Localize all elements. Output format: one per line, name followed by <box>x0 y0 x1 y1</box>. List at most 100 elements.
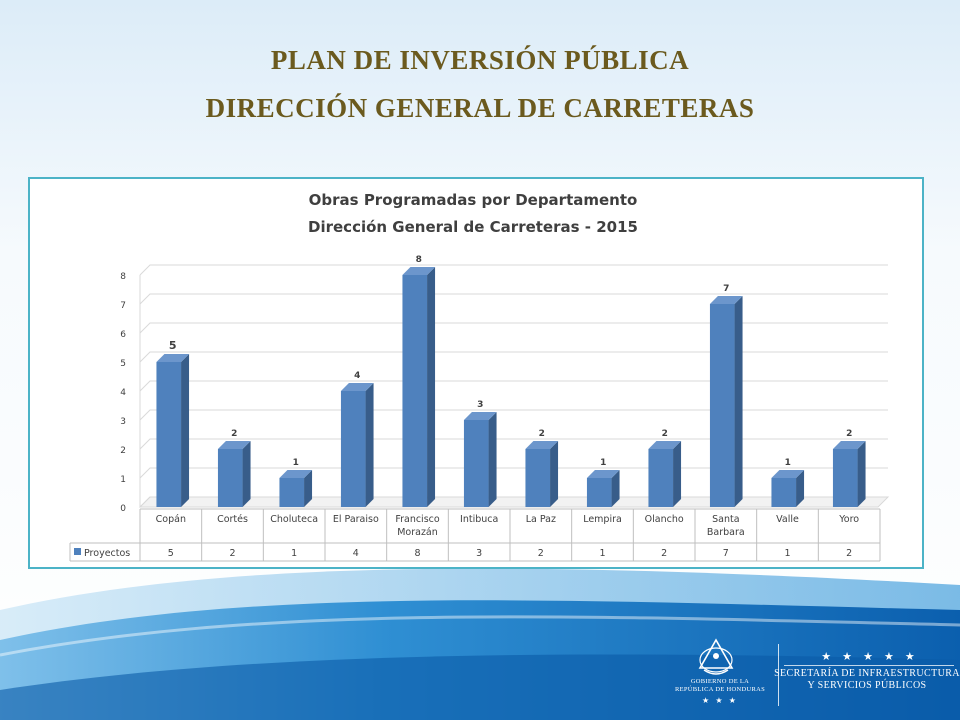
gov-name: GOBIERNO DE LA REPÚBLICA DE HONDURAS <box>670 678 770 694</box>
bar-top <box>217 441 251 449</box>
x-category-label: Morazán <box>397 527 438 538</box>
x-category-label: Lempira <box>583 514 622 525</box>
bar <box>279 478 305 507</box>
y-tick-label: 0 <box>120 504 126 514</box>
bar-side <box>796 470 805 507</box>
x-category-label: La Paz <box>526 514 556 525</box>
bar <box>402 275 428 507</box>
ministry-name-line1: SECRETARÍA DE INFRAESTRUCTURA <box>774 668 960 679</box>
y-tick-label: 7 <box>120 301 126 311</box>
gridline <box>139 409 888 421</box>
bar-side <box>611 470 620 507</box>
bar-side <box>488 412 497 507</box>
x-category-label: Yoro <box>838 514 859 525</box>
data-label: 7 <box>723 284 729 294</box>
gov-stars: ★ ★ ★ <box>702 696 738 705</box>
y-tick-label: 1 <box>120 475 126 485</box>
gridline <box>139 467 888 479</box>
bar-top <box>525 441 559 449</box>
table-value: 2 <box>846 548 852 559</box>
bar-side <box>427 267 436 507</box>
bar-side <box>365 383 374 507</box>
bar-side <box>734 296 743 507</box>
gridline <box>139 264 888 276</box>
bar-side <box>550 441 559 507</box>
x-category-label: Intibuca <box>460 514 498 525</box>
x-category-label: Copán <box>156 514 186 525</box>
data-label: 8 <box>416 255 422 265</box>
y-tick-label: 6 <box>120 330 126 340</box>
legend-swatch <box>74 548 81 555</box>
chart-title: Obras Programadas por Departamento <box>309 191 638 209</box>
table-value: 2 <box>229 548 235 559</box>
gridline <box>139 380 888 392</box>
bar-top <box>279 470 313 478</box>
bar <box>709 304 735 507</box>
gridline <box>139 438 888 450</box>
data-label: 2 <box>662 429 668 439</box>
table-value: 8 <box>414 548 420 559</box>
data-label: 4 <box>354 371 360 381</box>
table-value: 2 <box>538 548 544 559</box>
bar <box>217 449 243 507</box>
y-tick-label: 3 <box>120 417 126 427</box>
slide-title-line1: PLAN DE INVERSIÓN PÚBLICA <box>270 45 690 75</box>
data-label: 1 <box>293 458 299 468</box>
gov-name-line2: REPÚBLICA DE HONDURAS <box>674 686 766 693</box>
table-value: 7 <box>723 548 729 559</box>
y-tick-label: 4 <box>120 388 126 398</box>
chart-frame: Obras Programadas por Departamento Direc… <box>28 177 924 569</box>
x-category-label: Choluteca <box>270 514 318 525</box>
data-label: 5 <box>169 339 177 352</box>
x-category-label: Santa <box>712 514 739 525</box>
bar-top <box>648 441 682 449</box>
data-label: 2 <box>539 429 545 439</box>
footer-logos: GOBIERNO DE LA REPÚBLICA DE HONDURAS ★ ★… <box>660 630 960 720</box>
x-category-label: El Paraiso <box>333 514 379 525</box>
bar-chart: Obras Programadas por Departamento Direc… <box>69 191 890 562</box>
table-value: 1 <box>784 548 790 559</box>
sec-stars: ★ ★ ★ ★ ★ <box>821 651 919 663</box>
data-label: 1 <box>600 458 606 468</box>
bar-side <box>242 441 251 507</box>
bar <box>648 449 674 507</box>
x-category-label: Olancho <box>645 514 684 525</box>
bar <box>586 478 612 507</box>
table-value: 3 <box>476 548 482 559</box>
data-label: 2 <box>846 429 852 439</box>
table-value: 4 <box>353 548 359 559</box>
bar <box>156 362 182 507</box>
ministry-name: SECRETARÍA DE INFRAESTRUCTURA Y SERVICIO… <box>772 668 960 692</box>
gridline <box>139 496 888 508</box>
bar <box>525 449 551 507</box>
bar-side <box>673 441 682 507</box>
y-tick-label: 8 <box>120 272 126 282</box>
coat-of-arms-icon <box>698 638 734 675</box>
bar-side <box>857 441 866 507</box>
bar <box>340 391 366 507</box>
sec-divider <box>784 665 954 666</box>
bar-top <box>463 412 497 420</box>
ministry-name-line2: Y SERVICIOS PÚBLICOS <box>807 680 927 691</box>
y-tick-label: 5 <box>120 359 126 369</box>
bar-top <box>156 354 190 362</box>
bar-top <box>709 296 743 304</box>
x-category-label: Barbara <box>707 527 745 538</box>
bar-top <box>832 441 866 449</box>
chart-subtitle: Dirección General de Carreteras - 2015 <box>308 218 638 236</box>
x-category-label: Francisco <box>395 514 440 525</box>
bar-top <box>340 383 374 391</box>
gridline <box>139 322 888 334</box>
footer-divider <box>778 644 779 706</box>
bar-top <box>586 470 620 478</box>
table-value: 1 <box>291 548 297 559</box>
gov-name-line1: GOBIERNO DE LA <box>690 678 750 685</box>
bar <box>832 449 858 507</box>
gridline <box>139 293 888 305</box>
x-category-label: Valle <box>776 514 799 525</box>
table-value: 2 <box>661 548 667 559</box>
table-value: 5 <box>168 548 174 559</box>
bar <box>463 420 489 507</box>
y-tick-label: 2 <box>120 446 126 456</box>
data-label: 2 <box>231 429 237 439</box>
